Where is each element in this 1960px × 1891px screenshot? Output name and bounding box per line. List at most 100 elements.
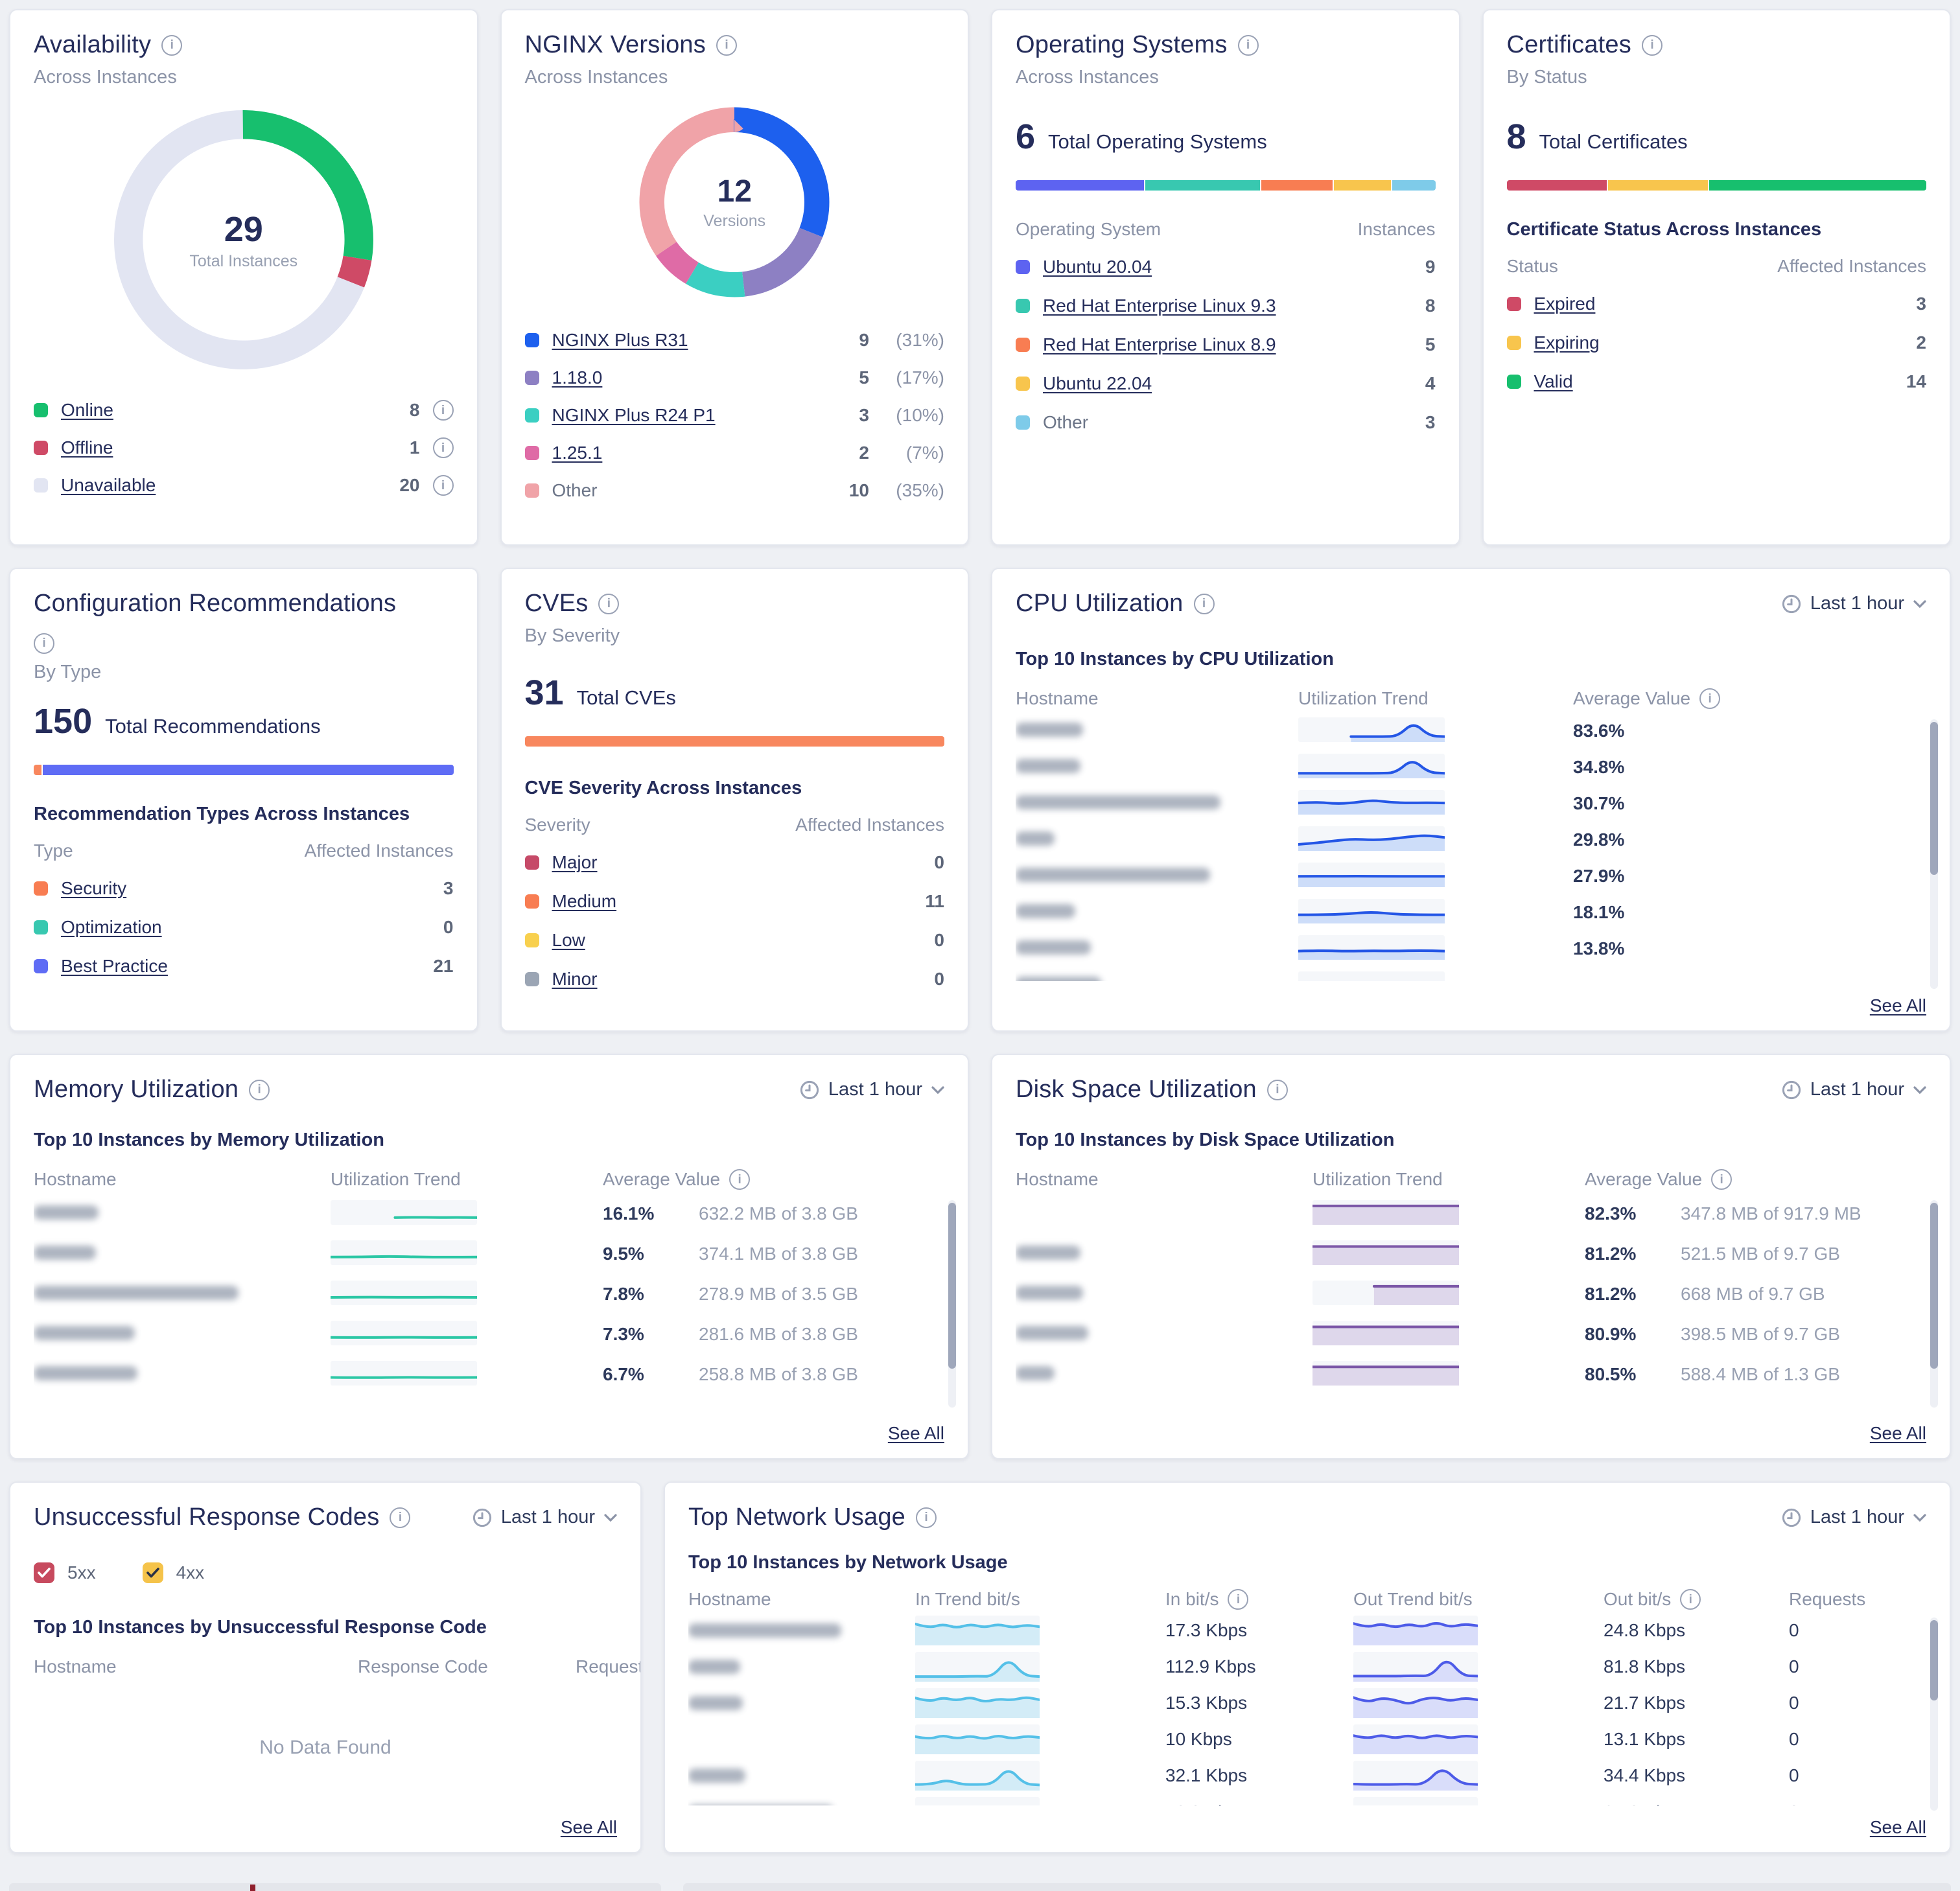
hostname-link-masked[interactable] [1016, 868, 1210, 882]
item-label-link[interactable]: Low [552, 930, 585, 950]
item-value: 3 [1425, 412, 1436, 432]
time-range-select[interactable]: Last 1 hour [472, 1507, 617, 1528]
hostname-link-masked[interactable] [1016, 723, 1083, 737]
item-value: 4 [1425, 373, 1436, 393]
info-icon[interactable]: i [1228, 1589, 1249, 1610]
legend-label-link[interactable]: NGINX Plus R24 P1 [552, 405, 716, 425]
info-icon[interactable]: i [1711, 1169, 1732, 1190]
info-icon[interactable]: i [716, 34, 737, 56]
info-icon[interactable]: i [249, 1079, 270, 1100]
total-label: Total Certificates [1539, 130, 1688, 153]
item-label-link[interactable]: Red Hat Enterprise Linux 9.3 [1043, 296, 1276, 316]
scrollbar[interactable] [1930, 1618, 1938, 1811]
out-bits-value: 21.7 Kbps [1604, 1693, 1686, 1713]
item-label-link[interactable]: Security [61, 877, 127, 898]
card-title: Top Network Usage [688, 1503, 905, 1531]
scrollbar[interactable] [1930, 1200, 1938, 1408]
see-all-link[interactable]: See All [1861, 1817, 1926, 1838]
checkbox-4xx[interactable] [142, 1562, 163, 1583]
legend-row: 1.18.0 5 (17%) [524, 359, 944, 397]
scrollbar[interactable] [1930, 719, 1938, 989]
table-row: 13.8% [1016, 929, 1926, 966]
item-label-link[interactable]: Minor [552, 969, 598, 989]
hostname-link-masked[interactable] [688, 1696, 743, 1710]
see-all-link[interactable]: See All [552, 1817, 617, 1838]
table-row: 15.3 Kbps 21.7 Kbps 0 [688, 1685, 1926, 1721]
hostname-link-masked[interactable] [1016, 831, 1055, 846]
hostname-link-masked[interactable] [1016, 977, 1101, 981]
hostname-link-masked[interactable] [688, 1623, 841, 1638]
hostname-link-masked[interactable] [1016, 795, 1220, 809]
info-icon[interactable]: i [1193, 593, 1215, 614]
requests-value: 0 [1789, 1802, 1926, 1805]
out-bits-value: 13.1 Kbps [1604, 1729, 1686, 1749]
table-row: 29.8% [1016, 820, 1926, 857]
hostname-link-masked[interactable] [1016, 1246, 1080, 1260]
legend-label-link[interactable]: NGINX Plus R31 [552, 330, 688, 350]
hostname-link-masked[interactable] [688, 1660, 740, 1674]
item-label-link[interactable]: Expired [1534, 294, 1596, 314]
time-range-select[interactable]: Last 1 hour [800, 1079, 944, 1100]
response-code-filter: 4xx [142, 1562, 204, 1583]
item-label-link[interactable]: Major [552, 852, 598, 872]
legend-percent: (31%) [896, 330, 944, 350]
hostname-link-masked[interactable] [34, 1246, 96, 1260]
item-label-link[interactable]: Red Hat Enterprise Linux 8.9 [1043, 334, 1276, 354]
card-availability: Availability i Across Instances 29 Total … [9, 9, 478, 546]
certificate-status-bar [1506, 180, 1926, 191]
info-icon[interactable]: i [598, 593, 620, 614]
item-label-link[interactable]: Best Practice [61, 955, 168, 976]
info-icon[interactable]: i [1680, 1589, 1701, 1610]
out-trend-sparkline [1353, 1761, 1604, 1791]
item-label-link[interactable]: Expiring [1534, 332, 1600, 353]
hostname-link-masked[interactable] [1016, 1326, 1088, 1340]
hostname-link-masked[interactable] [34, 1366, 137, 1380]
checkbox-5xx[interactable] [34, 1562, 54, 1583]
see-all-link[interactable]: See All [880, 1423, 944, 1444]
legend-swatch [524, 371, 539, 385]
item-label-link[interactable]: Optimization [61, 916, 162, 937]
item-label-link[interactable]: Valid [1534, 371, 1573, 391]
see-all-link[interactable]: See All [1861, 995, 1926, 1016]
time-range-select[interactable]: Last 1 hour [1782, 1079, 1926, 1100]
section-title: Recommendation Types Across Instances [34, 803, 410, 824]
legend-label-link[interactable]: 1.25.1 [552, 443, 603, 463]
info-icon[interactable]: i [1266, 1079, 1288, 1100]
hostname-link-masked[interactable] [1016, 759, 1080, 773]
hostname-link-masked[interactable] [1016, 940, 1091, 955]
see-all-link[interactable]: See All [1861, 1423, 1926, 1444]
hostname-link-masked[interactable] [688, 1769, 745, 1783]
in-bits-value: 17.3 Kbps [1165, 1620, 1248, 1640]
item-label-link[interactable]: Medium [552, 891, 617, 911]
info-icon[interactable]: i [1699, 688, 1721, 709]
info-icon[interactable]: i [729, 1169, 751, 1190]
info-icon[interactable]: i [1237, 34, 1259, 56]
info-icon[interactable]: i [432, 475, 454, 496]
hostname-link-masked[interactable] [1016, 904, 1075, 918]
legend-label-link[interactable]: Online [61, 400, 113, 420]
item-label-link[interactable]: Ubuntu 20.04 [1043, 257, 1152, 277]
legend-label-link[interactable]: Unavailable [61, 475, 156, 495]
info-icon[interactable]: i [1641, 34, 1662, 56]
item-label-link[interactable]: Ubuntu 22.04 [1043, 373, 1152, 393]
time-range-select[interactable]: Last 1 hour [1782, 593, 1926, 614]
info-icon[interactable]: i [432, 437, 454, 458]
utilization-trend-sparkline [1298, 717, 1573, 742]
info-icon[interactable]: i [432, 400, 454, 421]
time-range-select[interactable]: Last 1 hour [1782, 1507, 1926, 1528]
info-icon[interactable]: i [390, 1507, 411, 1528]
average-value-detail: 278.9 MB of 3.5 GB [699, 1283, 858, 1304]
hostname-link-masked[interactable] [34, 1286, 239, 1300]
info-icon[interactable]: i [34, 632, 54, 654]
info-icon[interactable]: i [161, 34, 183, 56]
info-icon[interactable]: i [916, 1507, 937, 1528]
legend-label-link[interactable]: Offline [61, 437, 113, 458]
hostname-link-masked[interactable] [1016, 1286, 1083, 1300]
hostname-link-masked[interactable] [1016, 1366, 1055, 1380]
hostname-link-masked[interactable] [34, 1326, 135, 1340]
out-trend-sparkline [1353, 1652, 1604, 1682]
average-value: 18.1% [1573, 901, 1625, 922]
scrollbar[interactable] [948, 1200, 956, 1408]
legend-label-link[interactable]: 1.18.0 [552, 367, 603, 388]
hostname-link-masked[interactable] [34, 1205, 99, 1220]
